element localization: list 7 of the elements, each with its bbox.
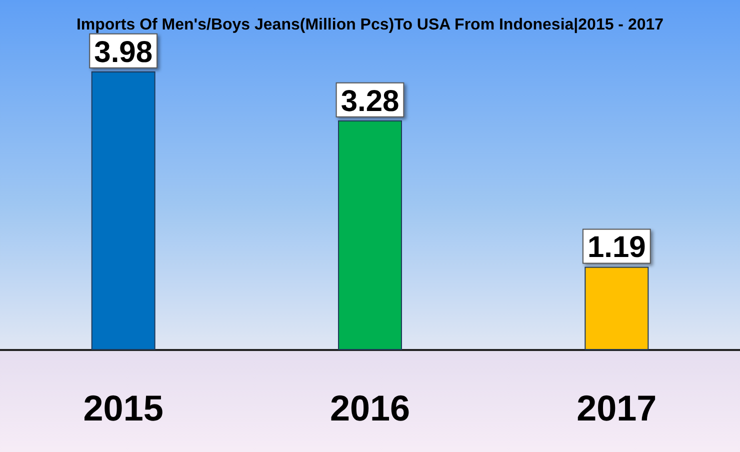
data-label: 1.19 [587,231,646,264]
chart-title: Imports Of Men's/Boys Jeans(Million Pcs)To USA From Indonesia|2015 - 2017 [76,16,664,34]
x-tick-label: 2015 [83,388,164,428]
x-tick-label: 2017 [576,388,657,428]
data-label: 3.98 [94,36,153,69]
data-label: 3.28 [340,84,400,118]
x-tick-label: 2016 [330,388,410,428]
